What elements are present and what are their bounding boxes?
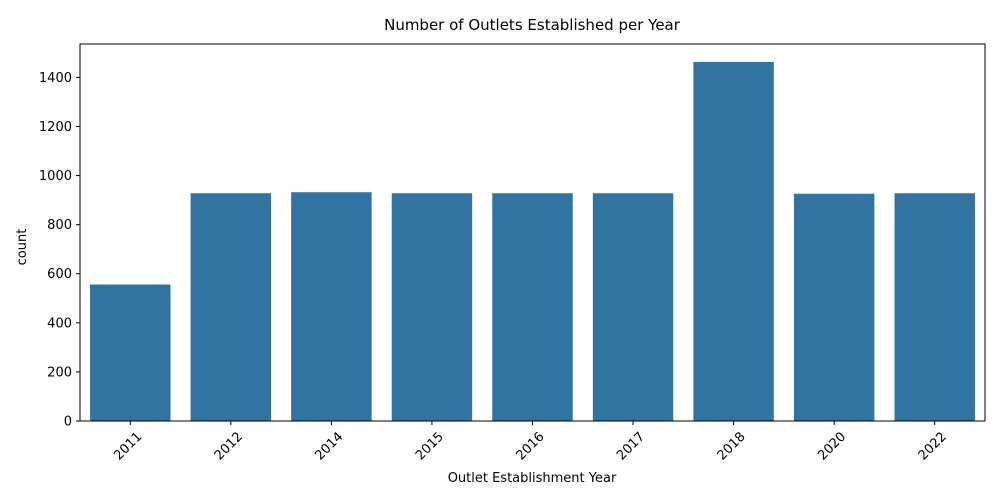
axes-spines bbox=[79, 43, 986, 422]
y-tick-label: 400 bbox=[47, 316, 72, 331]
x-axis: 2011 2012 2014 2015 2016 2017 2018 2020 2022 bbox=[111, 421, 950, 463]
y-tick-label: 800 bbox=[47, 218, 72, 233]
x-tick-label: 2022 bbox=[916, 429, 950, 463]
plot-frame bbox=[79, 43, 986, 422]
bar-2014 bbox=[291, 192, 372, 421]
bar-2015 bbox=[391, 193, 473, 421]
y-tick-label: 200 bbox=[47, 365, 72, 380]
y-tick-label: 0 bbox=[64, 415, 72, 430]
y-tick-label: 600 bbox=[47, 267, 72, 282]
bar-2018 bbox=[693, 61, 774, 421]
chart-title: Number of Outlets Established per Year bbox=[384, 16, 681, 34]
x-tick-label: 2016 bbox=[514, 429, 548, 463]
x-axis-label: Outlet Establishment Year bbox=[448, 471, 617, 486]
x-tick-label: 2011 bbox=[111, 429, 145, 463]
bar-2012 bbox=[190, 193, 272, 421]
bar-2017 bbox=[592, 193, 674, 421]
bar-2022 bbox=[894, 193, 975, 421]
y-tick-label: 1000 bbox=[39, 169, 72, 184]
x-tick-label: 2018 bbox=[715, 429, 749, 463]
bar-2016 bbox=[492, 193, 573, 421]
x-tick-label: 2014 bbox=[312, 429, 346, 463]
y-tick-label: 1400 bbox=[39, 71, 72, 86]
y-tick-label: 1200 bbox=[39, 120, 72, 135]
y-axis-label: count bbox=[15, 229, 30, 266]
y-axis: 0 200 400 600 800 1000 1200 1400 bbox=[39, 71, 80, 430]
x-tick-label: 2015 bbox=[413, 429, 447, 463]
bars bbox=[90, 61, 975, 421]
bar-2020 bbox=[793, 193, 875, 421]
x-tick-label: 2012 bbox=[212, 429, 246, 463]
bar-2011 bbox=[90, 284, 171, 421]
x-tick-label: 2017 bbox=[614, 429, 648, 463]
x-tick-label: 2020 bbox=[815, 429, 849, 463]
